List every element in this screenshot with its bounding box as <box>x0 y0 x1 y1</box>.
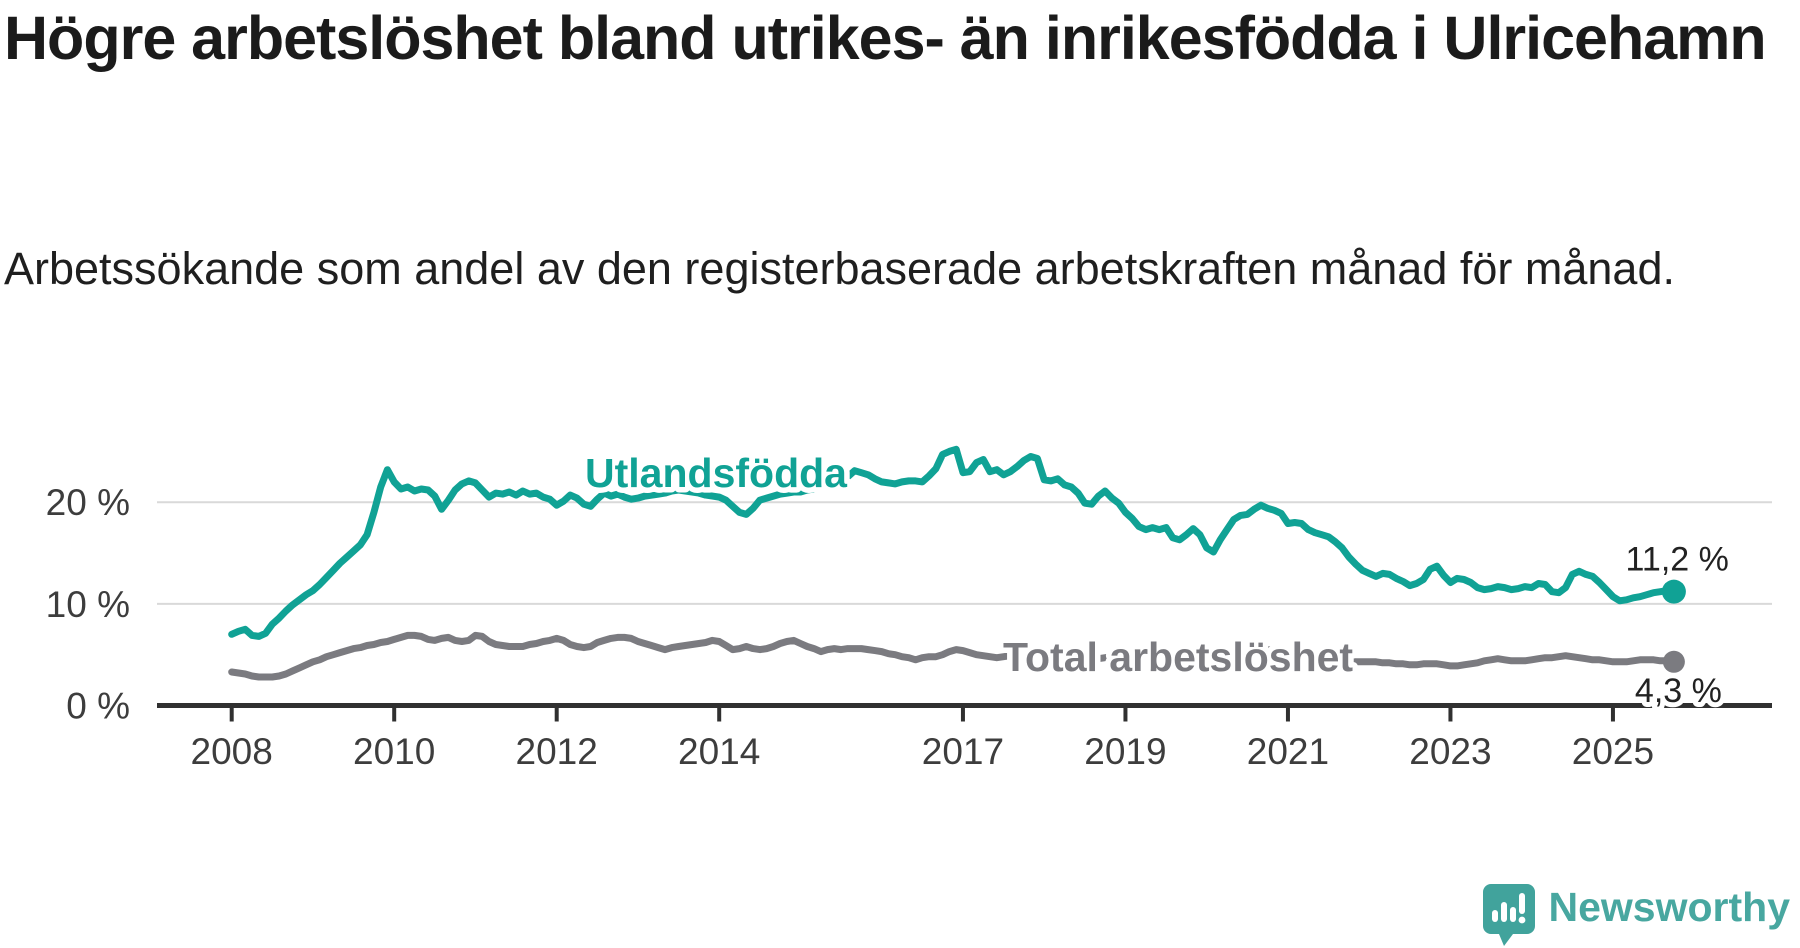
page-title: Högre arbetslöshet bland utrikes- än inr… <box>4 4 1767 72</box>
x-tick-label-2008: 2008 <box>191 731 273 772</box>
x-tick-label-2025: 2025 <box>1572 731 1654 772</box>
end-value-label-0: 11,2 % <box>1626 541 1729 579</box>
series-label-0: Utlandsfödda <box>585 450 848 496</box>
series-line-0 <box>228 445 1678 640</box>
x-tick-label-2010: 2010 <box>353 731 435 772</box>
end-dot-1 <box>1662 650 1685 673</box>
x-tick-label-2017: 2017 <box>922 731 1004 772</box>
series-line-1 <box>228 631 1678 681</box>
end-dot-0 <box>1661 579 1686 604</box>
newsworthy-logo-icon <box>1482 884 1535 946</box>
newsworthy-logo-text: Newsworthy <box>1548 883 1791 930</box>
end-value-label-1: 4,3 % <box>1635 672 1722 710</box>
chart-subtitle: Arbetssökande som andel av den registerb… <box>4 243 1675 294</box>
y-tick-label-20: 20 % <box>46 482 130 523</box>
x-tick-label-2019: 2019 <box>1084 731 1166 772</box>
series-label-1: Total arbetslöshet <box>1003 634 1353 680</box>
x-tick-label-2012: 2012 <box>516 731 598 772</box>
x-tick-label-2014: 2014 <box>678 731 760 772</box>
x-tick-label-2023: 2023 <box>1409 731 1491 772</box>
y-tick-label-10: 10 % <box>46 584 130 625</box>
header: Högre arbetslöshet bland utrikes- än inr… <box>4 2 1796 294</box>
newsworthy-logo: Newsworthy <box>1481 882 1791 946</box>
x-tick-label-2021: 2021 <box>1247 731 1329 772</box>
y-tick-label-0: 0 % <box>66 686 130 727</box>
